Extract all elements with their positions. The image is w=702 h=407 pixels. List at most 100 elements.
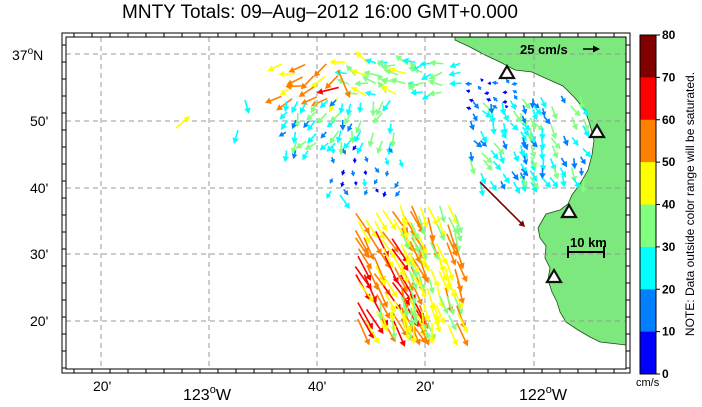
current-vector — [357, 248, 371, 267]
radar-station-marker — [588, 122, 606, 139]
grid-lines — [66, 37, 626, 369]
current-vector-head — [381, 77, 389, 84]
current-vector-head — [363, 70, 371, 77]
current-vector — [384, 292, 395, 310]
current-vector-head — [244, 107, 251, 114]
current-vector-head — [531, 175, 537, 183]
current-vector-head — [421, 248, 428, 255]
current-vector-head — [521, 108, 528, 115]
current-vector-head — [376, 147, 383, 155]
current-vector — [357, 220, 370, 241]
current-vector-head — [583, 124, 590, 132]
current-vector-head — [365, 262, 372, 270]
current-vector-head — [520, 142, 527, 148]
current-vector-head — [295, 142, 303, 149]
current-vector-head — [449, 80, 456, 87]
current-vector-head — [369, 110, 377, 117]
current-vector — [337, 69, 350, 96]
current-vector-head — [382, 192, 387, 198]
current-vector-head — [584, 150, 592, 158]
current-vector-head — [355, 126, 362, 134]
current-vector-head — [404, 259, 411, 266]
current-vector — [175, 117, 188, 129]
current-vector-head — [435, 326, 442, 334]
current-vector — [391, 248, 408, 269]
current-vector — [365, 308, 383, 332]
current-vector-head — [420, 292, 427, 299]
current-vector-head — [403, 242, 410, 250]
current-vector — [447, 324, 457, 344]
current-vector — [429, 241, 439, 258]
current-vector-head — [434, 315, 441, 322]
current-vector-head — [394, 183, 400, 189]
current-vector-head — [325, 82, 332, 90]
current-vector — [436, 215, 445, 235]
current-vector-head — [538, 154, 546, 161]
current-vector-head — [518, 220, 525, 227]
current-vector-head — [432, 219, 439, 227]
current-vector-head — [580, 158, 586, 165]
current-vector-head — [456, 235, 463, 243]
current-vector — [375, 265, 385, 284]
current-vector-head — [521, 118, 527, 124]
current-vector — [382, 248, 393, 266]
current-vector-head — [364, 90, 372, 97]
current-vector-head — [392, 246, 399, 254]
colorbar-block — [640, 162, 656, 205]
current-vector-head — [562, 139, 569, 147]
current-vector-head — [486, 98, 491, 102]
colorbar-block — [640, 289, 656, 333]
current-vector-head — [522, 159, 528, 165]
current-vector — [439, 295, 448, 312]
colorbar-block — [640, 35, 656, 78]
current-vector-head — [384, 312, 391, 320]
current-vector — [375, 212, 386, 229]
current-vector — [419, 206, 427, 225]
current-vector — [393, 320, 405, 344]
current-vector-head — [492, 96, 498, 102]
current-vector-head — [411, 271, 418, 279]
current-vector-head — [468, 124, 475, 131]
current-vector-head — [341, 149, 347, 155]
current-vector-head — [419, 229, 427, 236]
current-vector-head — [494, 163, 502, 171]
current-vector-head — [384, 160, 390, 166]
current-vector-head — [550, 132, 558, 140]
current-vector-head — [481, 136, 487, 144]
current-vector-head — [498, 157, 505, 165]
current-vector-head — [363, 190, 369, 196]
y-tick-label: 37oN — [12, 46, 43, 63]
current-vector — [430, 268, 438, 285]
current-vector-head — [456, 308, 464, 316]
current-vector-head — [497, 148, 505, 155]
current-vector — [383, 275, 397, 296]
current-vector-head — [451, 339, 458, 347]
current-vector-head — [538, 134, 546, 141]
current-vector-head — [356, 147, 363, 155]
current-vector-head — [344, 117, 351, 125]
current-vector — [454, 243, 463, 267]
current-vector-head — [475, 141, 483, 148]
current-vector — [411, 205, 422, 227]
current-vector-head — [510, 103, 517, 110]
current-vector-head — [408, 321, 415, 328]
current-vector-head — [337, 149, 345, 156]
current-vector-head — [285, 83, 292, 90]
current-vector-head — [410, 338, 418, 345]
current-vector-head — [373, 179, 378, 185]
current-vector — [288, 84, 305, 88]
current-vector-head — [503, 177, 510, 184]
colorbar-tick-label: 30 — [662, 240, 676, 254]
current-vector — [381, 231, 398, 251]
current-vector-head — [377, 327, 384, 335]
current-vector — [438, 260, 447, 279]
current-vector-head — [411, 283, 418, 290]
current-vector — [289, 76, 304, 85]
current-vector-head — [480, 177, 487, 185]
current-vector-head — [413, 246, 420, 254]
current-vector-head — [511, 124, 519, 131]
current-vector-head — [438, 317, 446, 325]
current-vector-head — [452, 227, 458, 235]
current-vector — [402, 225, 410, 245]
current-vector — [419, 260, 428, 281]
